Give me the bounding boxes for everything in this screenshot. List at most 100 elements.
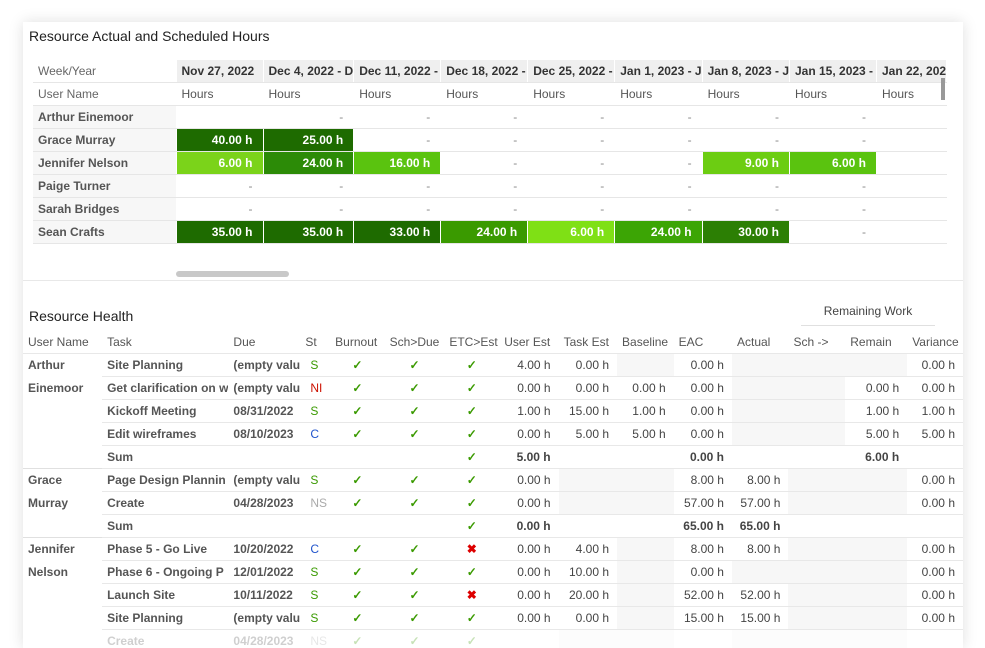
hours-value: 5.00 h: [617, 422, 674, 446]
column-header[interactable]: Due: [228, 331, 301, 354]
hours-value: [617, 583, 674, 607]
column-header[interactable]: Burnout: [330, 331, 385, 354]
user-name-cell[interactable]: Grace Murray: [23, 468, 103, 538]
task-name[interactable]: Page Design Plannin: [102, 468, 229, 492]
resource-name[interactable]: Grace Murray: [33, 128, 177, 152]
resource-name[interactable]: Arthur Einemoor: [33, 105, 177, 129]
hours-cell: -: [353, 174, 442, 198]
week-header-cell[interactable]: Jan 1, 2023 - J: [614, 60, 703, 83]
task-name[interactable]: Site Planning: [102, 353, 229, 377]
column-header[interactable]: St: [300, 331, 331, 354]
hours-value: 0.00 h: [499, 491, 559, 515]
column-header[interactable]: Remain: [845, 331, 908, 354]
status-badge: NI: [300, 376, 331, 400]
week-header-cell[interactable]: Dec 11, 2022 -: [353, 60, 442, 83]
week-header-cell[interactable]: Nov 27, 2022: [176, 60, 264, 83]
sum-value: [558, 514, 618, 538]
hours-value: 0.00 h: [907, 468, 963, 492]
task-name[interactable]: Phase 5 - Go Live: [102, 537, 229, 561]
health-check-icon: ✓: [384, 399, 445, 423]
task-name[interactable]: Site Planning: [102, 606, 229, 630]
sum-row: Sum ✓ 0.00 h 65.00 h 65.00 h: [23, 514, 963, 538]
column-header[interactable]: Variance: [907, 331, 963, 354]
task-row: Jennifer Nelson Phase 5 - Go Live 10/20/202…: [23, 537, 963, 648]
column-header[interactable]: User Est: [499, 331, 559, 354]
task-name[interactable]: Phase 6 - Ongoing P: [102, 560, 229, 584]
column-header[interactable]: Task Est: [558, 331, 618, 354]
resource-row: Grace Murray 40.00 h 25.00 h------: [33, 128, 948, 152]
column-header[interactable]: EAC: [673, 331, 732, 354]
task-name[interactable]: Create: [102, 629, 229, 648]
column-header[interactable]: Actual: [731, 331, 789, 354]
column-header[interactable]: Sch>Due: [384, 331, 445, 354]
scrollbar-thumb[interactable]: [176, 271, 289, 277]
resource-name[interactable]: Sean Crafts: [33, 220, 177, 244]
sum-value: [845, 514, 908, 538]
task-row: Grace Murray Page Design Plannin (empty val…: [23, 468, 963, 538]
week-header-cell[interactable]: Jan 15, 2023 -: [789, 60, 877, 83]
hours-value: 52.00 h: [673, 583, 732, 607]
resource-health-table: User Name Task Due St Burnout Sch>Due ETC>Est U…: [23, 331, 963, 648]
task-name[interactable]: Launch Site: [102, 583, 229, 607]
hours-value: 0.00 h: [499, 583, 559, 607]
resource-name[interactable]: Jennifer Nelson: [33, 151, 177, 175]
user-name-cell[interactable]: Jennifer Nelson: [23, 537, 103, 648]
hours-cell: -: [614, 128, 703, 152]
hours-value: [845, 560, 908, 584]
user-first-name: Jennifer: [28, 542, 75, 556]
hours-cell: -: [789, 128, 877, 152]
health-check-icon: ✓: [330, 353, 385, 377]
remaining-work-tab[interactable]: Remaining Work: [801, 299, 935, 326]
sum-value: 0.00 h: [673, 445, 732, 469]
column-resize-handle[interactable]: [941, 78, 945, 100]
status-badge: NS: [300, 491, 331, 515]
task-name[interactable]: Edit wireframes: [102, 422, 229, 446]
health-check-icon: ✓: [330, 560, 385, 584]
week-header-cell[interactable]: Jan 8, 2023 - J: [702, 60, 791, 83]
hours-cell: -: [527, 105, 616, 129]
hours-cell: 6.00 h: [527, 220, 616, 244]
hours-cell: -: [527, 197, 616, 221]
column-header[interactable]: Sch ->: [788, 331, 846, 354]
hours-cell: [176, 105, 264, 129]
week-header-cell[interactable]: Dec 25, 2022 -: [527, 60, 616, 83]
hours-cell: 25.00 h: [263, 128, 355, 152]
column-header[interactable]: Baseline: [617, 331, 674, 354]
hours-value: [731, 422, 789, 446]
task-name[interactable]: Kickoff Meeting: [102, 399, 229, 423]
hours-value: 0.00 h: [558, 606, 618, 630]
week-header-cell[interactable]: Dec 18, 2022 -: [440, 60, 529, 83]
hours-cell: -: [527, 151, 616, 175]
hours-cell: -: [527, 128, 616, 152]
health-check-icon: ✓: [444, 353, 500, 377]
user-name-cell[interactable]: Arthur Einemoor: [23, 353, 103, 469]
status-badge: S: [300, 560, 331, 584]
hours-value: 0.00 h: [558, 353, 618, 377]
hours-cell: -: [440, 151, 529, 175]
section-divider: [23, 280, 963, 281]
column-header[interactable]: Task: [102, 331, 229, 354]
column-header[interactable]: User Name: [23, 331, 103, 354]
horizontal-scrollbar[interactable]: [176, 270, 942, 278]
task-row: Launch Site 10/11/2022 S ✓ ✓ ✖ 0.00 h 20.00 h 52…: [23, 583, 963, 607]
resource-name[interactable]: Sarah Bridges: [33, 197, 177, 221]
task-row: Site Planning (empty valu S ✓ ✓ ✓ 0.00 h 0.00 h…: [23, 606, 963, 630]
hours-value: 0.00 h: [907, 376, 963, 400]
health-check-icon: ✓: [384, 422, 445, 446]
task-name[interactable]: Create: [102, 491, 229, 515]
hours-cell: -: [789, 174, 877, 198]
hours-value: [617, 629, 674, 648]
health-check-icon: ✓: [444, 376, 500, 400]
hours-cell: -: [614, 174, 703, 198]
hours-cell: -: [263, 197, 355, 221]
hours-value: 0.00 h: [907, 537, 963, 561]
resource-name[interactable]: Paige Turner: [33, 174, 177, 198]
health-check-icon: ✓: [330, 422, 385, 446]
column-header[interactable]: ETC>Est: [444, 331, 500, 354]
hours-cell: [876, 174, 948, 198]
week-header-cell[interactable]: Dec 4, 2022 - D: [263, 60, 355, 83]
week-header-cell[interactable]: Jan 22, 202: [876, 60, 948, 83]
sum-value: ✓: [444, 445, 500, 469]
task-name[interactable]: Get clarification on w: [102, 376, 229, 400]
hours-value: [788, 468, 846, 492]
